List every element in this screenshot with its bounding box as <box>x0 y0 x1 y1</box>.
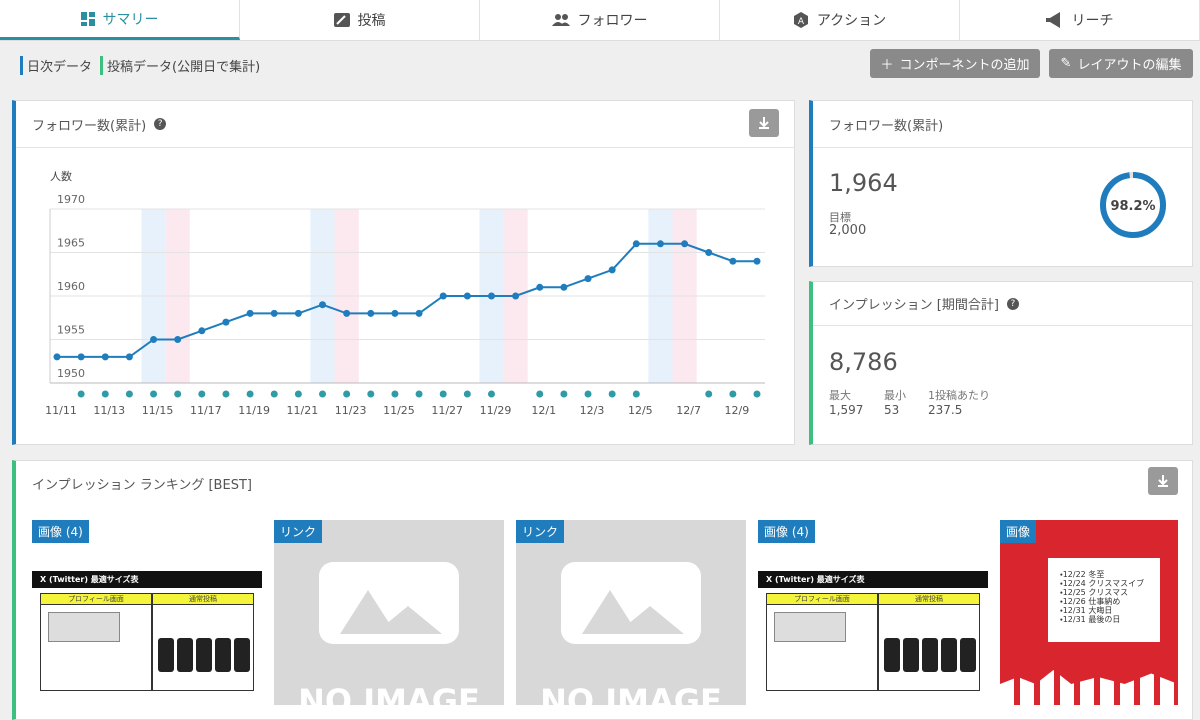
icon <box>759 117 769 129</box>
thumb-phone <box>158 638 174 672</box>
tab[interactable]: リーチ <box>960 0 1200 40</box>
stat-value: 1,597 <box>829 403 864 417</box>
panel-header: フォロワー数(累計)? <box>16 101 794 148</box>
button-label: レイアウトの編集 <box>1077 58 1182 73</box>
ranking-card[interactable]: ・12/22 冬至 ・12/24 クリスマスイブ ・12/25 クリスマス ・12/2… <box>1000 520 1178 705</box>
placeholder-mountain <box>616 606 684 634</box>
card-value: 8,786 <box>829 348 898 376</box>
impression-card: インプレッション [期間合計]? 8,786 最大 1,597 最小 53 1投稿あたり… <box>809 281 1193 445</box>
placeholder-text: NO IMAGE <box>540 682 722 705</box>
tab[interactable]: 投稿 <box>240 0 480 40</box>
notice-line: ・12/26 仕事納め <box>1060 597 1121 606</box>
card-badge: 画像 (4) <box>758 520 815 543</box>
panel-header: インプレッション ランキング [BEST] <box>16 461 1192 505</box>
thumb-column: 通常投稿 <box>152 593 254 605</box>
edit-layout-button[interactable]: ✎ レイアウトの編集 <box>1049 49 1193 78</box>
stat-label: 最大 <box>829 389 851 402</box>
placeholder-mountain <box>374 606 442 634</box>
tab-label: フォロワー <box>577 13 648 29</box>
legend-item: 投稿データ(公開日で集計) <box>100 56 260 75</box>
stat-value: 53 <box>884 403 900 417</box>
card-notice: ・12/22 冬至 ・12/24 クリスマスイブ ・12/25 クリスマス ・12/2… <box>1048 558 1160 642</box>
thumb-body <box>152 604 254 691</box>
chart-panel: フォロワー数(累計)? <box>12 100 795 445</box>
ranking-card[interactable]: NO IMAGE リンク <box>274 520 504 705</box>
notice-line: ・12/22 冬至 <box>1060 570 1105 579</box>
legend: 日次データ 投稿データ(公開日で集計) <box>20 56 260 75</box>
card-header: インプレッション [期間合計]? <box>813 282 1192 326</box>
icon: A <box>793 12 808 28</box>
thumb-phone <box>922 638 938 672</box>
tab-label: アクション <box>816 13 887 29</box>
icon <box>1158 475 1168 487</box>
notice-line: ・12/31 大晦日 <box>1060 606 1113 615</box>
thumb-phone <box>941 638 957 672</box>
stat-label: 1投稿あたり <box>928 389 990 402</box>
goal-value: 2,000 <box>829 223 867 238</box>
icon: ＋ <box>880 58 894 73</box>
thumb-body <box>40 604 152 691</box>
download-button[interactable] <box>749 109 779 137</box>
ranking-card[interactable]: NO IMAGE リンク <box>516 520 746 705</box>
icon <box>551 14 570 26</box>
thumb-phone <box>234 638 250 672</box>
ranking-card[interactable]: X (Twitter) 最適サイズ表プロフィール画面 通常投稿 画像 (4) <box>32 520 262 705</box>
icon <box>333 13 350 27</box>
legend-item: 日次データ <box>20 56 92 75</box>
thumb-column: 通常投稿 <box>878 593 980 605</box>
thumb-body <box>766 604 878 691</box>
thumb-header: X (Twitter) 最適サイズ表 <box>32 571 262 588</box>
stat-label: 最小 <box>884 389 906 402</box>
card-header: フォロワー数(累計) <box>813 101 1192 148</box>
icon: ✎ <box>1060 56 1072 71</box>
card-title: インプレッション [期間合計] <box>829 298 999 313</box>
card-value: 1,964 <box>829 169 898 197</box>
notice-line: ・12/24 クリスマスイブ <box>1060 579 1145 588</box>
add-component-button[interactable]: ＋ コンポーネントの追加 <box>870 49 1040 78</box>
icon <box>80 11 95 26</box>
help-icon[interactable]: ? <box>154 118 167 130</box>
icon <box>1045 12 1060 28</box>
tab-bar: サマリー 投稿 フォロワー A アクション リーチ <box>0 0 1200 41</box>
thumb-phone <box>884 638 900 672</box>
placeholder-text: NO IMAGE <box>298 682 480 705</box>
notice-line: ・12/25 クリスマス <box>1060 588 1129 597</box>
thumb-phone <box>960 638 976 672</box>
thumb-phone <box>215 638 231 672</box>
thumb-column: プロフィール画面 <box>766 593 878 605</box>
thumb-profile <box>48 612 120 642</box>
card-title: フォロワー数(累計) <box>829 118 944 134</box>
help-icon[interactable]: ? <box>1006 297 1019 310</box>
panel-title: インプレッション ランキング [BEST] <box>32 477 252 493</box>
button-label: コンポーネントの追加 <box>899 58 1030 73</box>
card-badge: リンク <box>274 520 323 543</box>
ranking-card[interactable]: X (Twitter) 最適サイズ表プロフィール画面 通常投稿 画像 (4) <box>758 520 988 705</box>
svg-text:A: A <box>798 17 805 27</box>
tab-label: 投稿 <box>357 13 386 29</box>
follower-card: フォロワー数(累計) 1,964 目標 2,000 <box>809 100 1193 267</box>
thumb-body <box>878 604 980 691</box>
thumb-phone <box>177 638 193 672</box>
thumb-header: X (Twitter) 最適サイズ表 <box>758 571 988 588</box>
card-badge: リンク <box>516 520 565 543</box>
tab[interactable]: A アクション <box>720 0 960 40</box>
thumb-phone <box>903 638 919 672</box>
thumb-column: プロフィール画面 <box>40 593 152 605</box>
notice-line: ・12/31 最後の日 <box>1060 615 1121 624</box>
goal-label: 目標 <box>829 211 851 224</box>
tab[interactable]: サマリー <box>0 0 240 40</box>
panel-title: フォロワー数(累計) <box>32 118 147 134</box>
download-button[interactable] <box>1148 467 1178 495</box>
tab-label: サマリー <box>102 11 159 28</box>
stat-value: 237.5 <box>928 403 963 417</box>
tab[interactable]: フォロワー <box>480 0 720 40</box>
tab-label: リーチ <box>1071 13 1114 29</box>
thumb-phone <box>196 638 212 672</box>
card-badge: 画像 (4) <box>32 520 89 543</box>
thumb-profile <box>774 612 846 642</box>
town-silhouette <box>1000 670 1178 705</box>
card-badge: 画像 <box>1000 520 1037 543</box>
